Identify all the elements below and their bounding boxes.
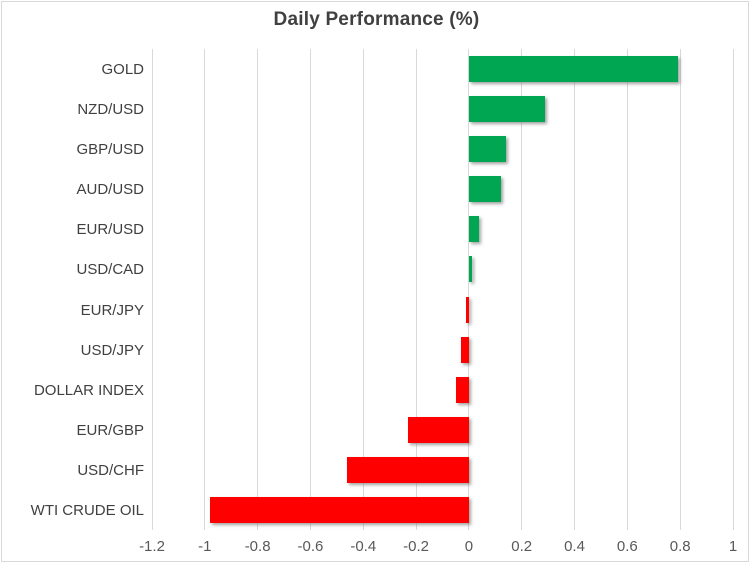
gridline [732,49,734,530]
x-tick-label--1p2: -1.2 [139,538,165,555]
x-tick-label--0p8: -0.8 [244,538,271,555]
bar-eur-jpy [466,296,469,323]
bar-eur-gbp [408,416,469,443]
bar-eur-usd [468,216,480,243]
bar-gbp-usd [468,136,506,163]
x-tick-label-0p4: 0.4 [564,538,585,555]
gridline [204,49,206,530]
x-tick-label--0p2: -0.2 [403,538,429,555]
category-label-dollar-index: DOLLAR INDEX [33,381,144,399]
category-label-nzd-usd: NZD/USD [77,101,144,119]
bar-usd-jpy [460,336,469,363]
category-label-usd-jpy: USD/JPY [80,341,144,359]
bar-dollar-index [455,376,469,403]
gridline [468,49,470,530]
gridline [574,49,576,530]
gridline [257,49,259,530]
category-label-eur-jpy: EUR/JPY [80,301,144,319]
gridline [309,49,311,530]
gridline [679,49,681,530]
category-label-usd-chf: USD/CHF [77,461,144,479]
x-tick-label-0p6: 0.6 [616,538,638,555]
bar-wti-crude-oil [210,496,469,523]
category-label-aud-usd: AUD/USD [76,181,144,199]
category-label-usd-cad: USD/CAD [76,261,144,279]
x-tick-label-0: 0 [464,538,474,555]
category-label-eur-usd: EUR/USD [76,221,144,239]
x-tick-label-0p8: 0.8 [669,538,691,555]
category-label-gold: GOLD [101,61,144,79]
gridline [362,49,364,530]
chart-title: Daily Performance (%) [273,9,480,30]
gridline [626,49,628,530]
x-tick-label-0p2: 0.2 [511,538,533,555]
x-tick-label--0p6: -0.6 [297,538,324,555]
bar-nzd-usd [468,96,546,123]
category-label-eur-gbp: EUR/GBP [76,421,144,439]
bar-aud-usd [468,176,501,203]
category-label-wti-crude-oil: WTI CRUDE OIL [30,501,144,519]
x-tick-label--1: -1 [198,538,212,555]
x-tick-label--0p4: -0.4 [350,538,377,555]
gridline [415,49,417,530]
bar-usd-chf [347,456,469,483]
bar-usd-cad [468,256,472,283]
category-label-gbp-usd: GBP/USD [76,141,144,159]
gridline [521,49,523,530]
bar-gold [468,56,678,83]
x-tick-label-1: 1 [728,538,738,555]
gridline [151,49,153,530]
